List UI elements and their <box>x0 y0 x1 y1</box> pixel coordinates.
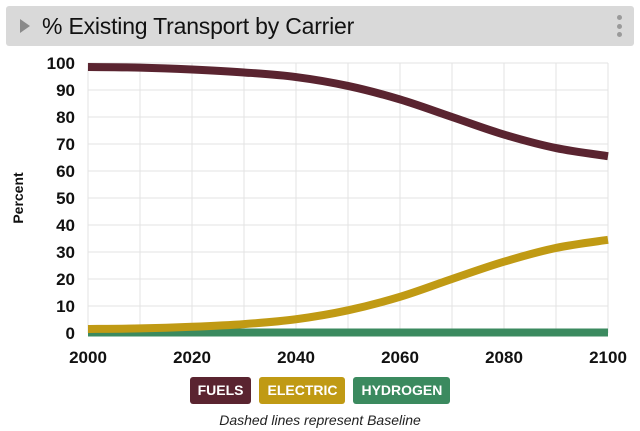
legend: FUELS ELECTRIC HYDROGEN <box>0 377 640 404</box>
series-line-fuels <box>87 63 609 161</box>
more-options-icon[interactable] <box>616 15 622 37</box>
y-tick-label: 50 <box>56 189 75 208</box>
panel-header: % Existing Transport by Carrier <box>6 6 634 46</box>
y-tick-label: 60 <box>56 162 75 181</box>
x-tick-label: 2040 <box>277 348 315 367</box>
legend-item-electric[interactable]: ELECTRIC <box>259 377 346 404</box>
x-tick-label: 2060 <box>381 348 419 367</box>
panel-title: % Existing Transport by Carrier <box>42 12 355 39</box>
y-tick-label: 90 <box>56 81 75 100</box>
x-tick-label: 2020 <box>173 348 211 367</box>
x-tick-label: 2000 <box>69 348 107 367</box>
x-tick-label: 2080 <box>485 348 523 367</box>
y-axis-label: Percent <box>10 172 26 224</box>
y-tick-label: 40 <box>56 216 75 235</box>
y-tick-label: 70 <box>56 135 75 154</box>
y-tick-label: 0 <box>66 324 75 343</box>
series-line-electric <box>87 235 609 333</box>
y-tick-label: 100 <box>47 54 75 73</box>
footnote: Dashed lines represent Baseline <box>219 412 421 428</box>
legend-item-fuels[interactable]: FUELS <box>189 377 252 404</box>
y-tick-label: 20 <box>56 270 75 289</box>
expand-arrow-icon[interactable] <box>20 19 30 33</box>
x-tick-label: 2100 <box>589 348 627 367</box>
y-tick-label: 10 <box>56 297 75 316</box>
line-chart: 0 10 20 30 40 50 60 70 80 90 100 2000 2020 2040 2060 20… <box>10 54 627 367</box>
y-tick-label: 80 <box>56 108 75 127</box>
y-tick-label: 30 <box>56 243 75 262</box>
legend-item-hydrogen[interactable]: HYDROGEN <box>353 377 451 404</box>
